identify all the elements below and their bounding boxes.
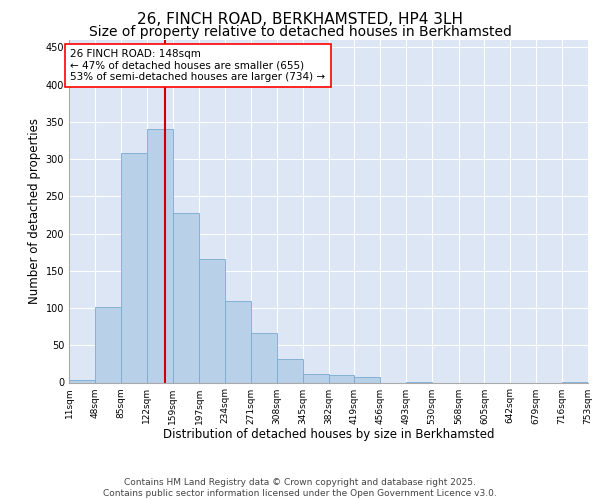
Text: 26, FINCH ROAD, BERKHAMSTED, HP4 3LH: 26, FINCH ROAD, BERKHAMSTED, HP4 3LH xyxy=(137,12,463,28)
Bar xyxy=(95,308,121,382)
Bar xyxy=(251,332,277,382)
Bar xyxy=(121,153,146,382)
Bar xyxy=(329,375,355,382)
Text: 26 FINCH ROAD: 148sqm
← 47% of detached houses are smaller (655)
53% of semi-det: 26 FINCH ROAD: 148sqm ← 47% of detached … xyxy=(70,49,326,82)
Bar xyxy=(199,259,225,382)
X-axis label: Distribution of detached houses by size in Berkhamsted: Distribution of detached houses by size … xyxy=(163,428,494,441)
Bar xyxy=(225,302,251,382)
Bar xyxy=(355,378,380,382)
Bar xyxy=(302,374,329,382)
Y-axis label: Number of detached properties: Number of detached properties xyxy=(28,118,41,304)
Bar xyxy=(277,358,302,382)
Bar xyxy=(173,212,199,382)
Text: Contains HM Land Registry data © Crown copyright and database right 2025.
Contai: Contains HM Land Registry data © Crown c… xyxy=(103,478,497,498)
Bar xyxy=(146,128,173,382)
Text: Size of property relative to detached houses in Berkhamsted: Size of property relative to detached ho… xyxy=(89,25,511,39)
Bar xyxy=(69,380,95,382)
